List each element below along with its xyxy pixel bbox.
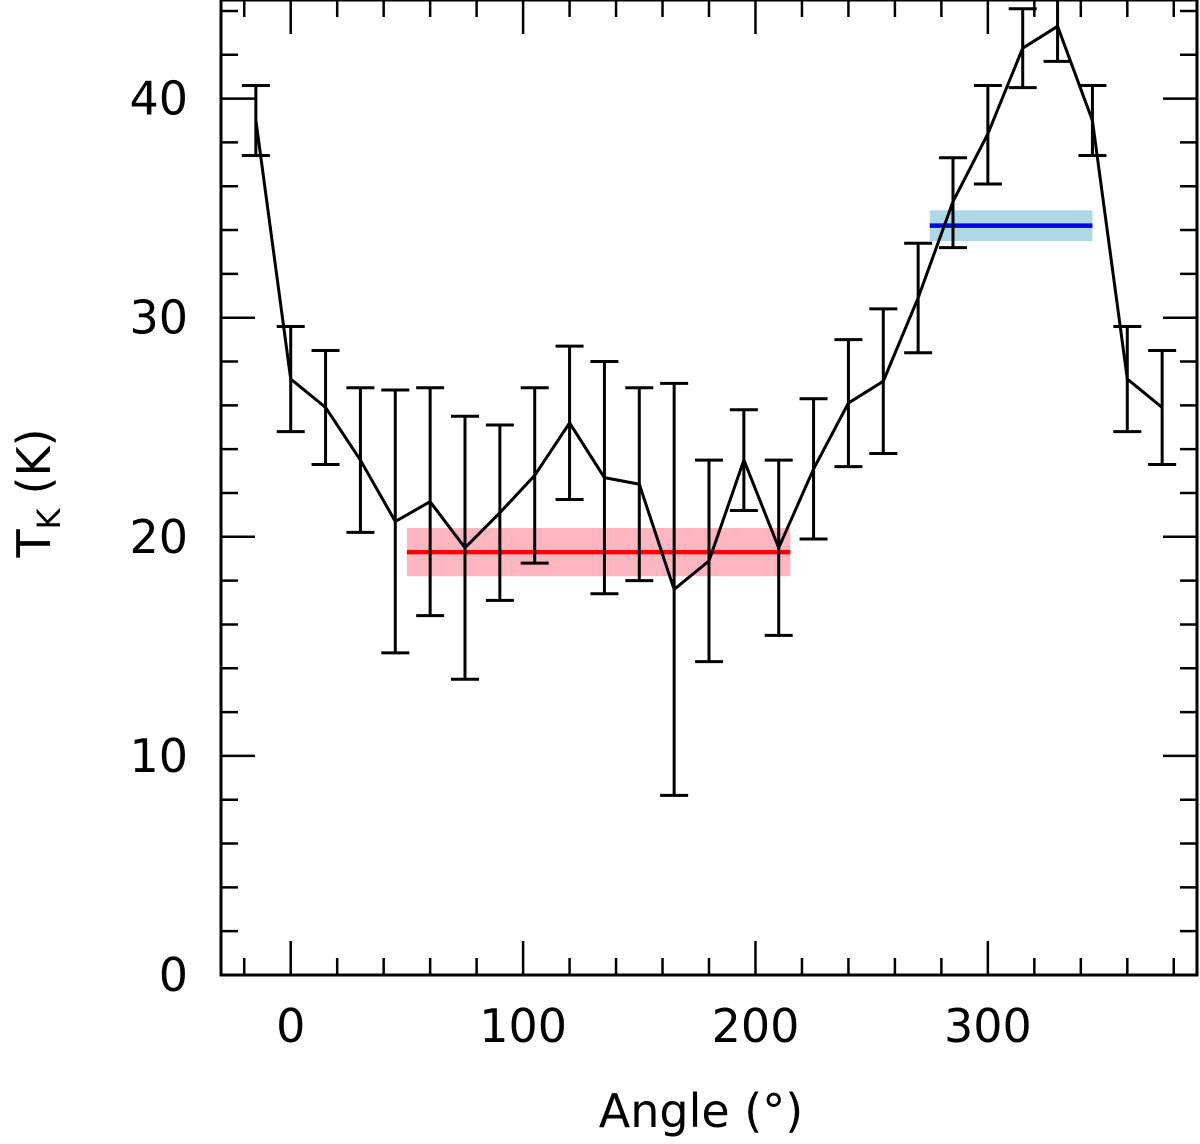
x-axis-title: Angle (°) <box>599 1084 803 1138</box>
y-axis-title: TK (K) <box>7 428 68 558</box>
error-bar-0 <box>241 83 270 158</box>
x-tick-label: 0 <box>276 999 305 1053</box>
axis-ticks <box>221 0 1197 977</box>
y-axis-title-main: T <box>7 529 61 559</box>
y-tick-label: 40 <box>129 72 188 126</box>
reference-bands <box>406 210 1093 577</box>
y-tick-label: 30 <box>129 291 188 345</box>
error-bars <box>241 0 1177 797</box>
plot-frame <box>219 0 1199 977</box>
y-tick-label: 0 <box>159 948 188 1002</box>
x-tick-label: 100 <box>479 999 567 1053</box>
y-axis-title-sub: K <box>30 507 68 529</box>
y-tick-label: 20 <box>129 510 188 564</box>
error-bar-26 <box>1148 349 1177 466</box>
tick-labels: 0 100 200 300 0 10 20 30 40 <box>129 72 1031 1053</box>
x-tick-label: 300 <box>944 999 1032 1053</box>
x-tick-label: 200 <box>712 999 800 1053</box>
y-tick-label: 10 <box>129 729 188 783</box>
data-series <box>254 24 1164 592</box>
series-line-0 <box>254 24 1164 592</box>
y-axis-title-unit: (K) <box>7 428 61 494</box>
